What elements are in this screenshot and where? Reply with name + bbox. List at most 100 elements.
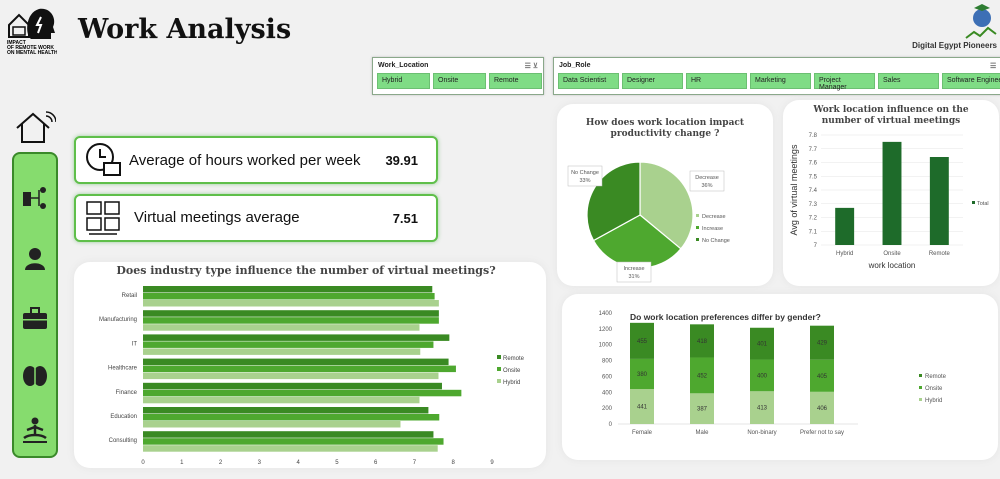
chart-title: Work location influence on the xyxy=(812,105,969,115)
data-label: 380 xyxy=(637,372,648,378)
bar-hybrid xyxy=(690,393,714,424)
page-title: Work Analysis xyxy=(78,14,292,45)
multi-select-icon[interactable]: ☰ ⊻ xyxy=(524,63,538,70)
x-axis-label: work location xyxy=(868,261,916,270)
y-tick-label: Education xyxy=(110,414,137,420)
y-tick-label: IT xyxy=(132,341,138,347)
y-tick-label: 7.5 xyxy=(809,174,818,180)
y-tick-label: 200 xyxy=(602,406,613,412)
slicer-item-designer[interactable]: Designer xyxy=(622,73,683,89)
bar-onsite xyxy=(690,357,714,394)
y-tick-label: Finance xyxy=(116,390,138,396)
data-label: 413 xyxy=(757,406,768,412)
x-tick-label: Female xyxy=(632,430,653,436)
slicer-item-marketing[interactable]: Marketing xyxy=(750,73,811,89)
legend-label: Onsite xyxy=(503,368,521,374)
chart-title: Do work location preferences differ by g… xyxy=(630,312,821,322)
clock-briefcase-icon xyxy=(86,143,121,176)
bar-hybrid xyxy=(143,372,439,380)
legend-swatch xyxy=(972,201,975,204)
legend-swatch xyxy=(497,367,501,371)
job-role-slicer: Job_Role ☰ Data Scientist Designer HR Ma… xyxy=(553,57,1000,95)
legend-swatch xyxy=(919,398,922,401)
slicer-item-hybrid[interactable]: Hybrid xyxy=(377,73,430,89)
bar-remote xyxy=(143,286,433,293)
x-tick-label: Prefer not to say xyxy=(800,430,844,436)
slicer-item-software-engineer[interactable]: Software Engineer xyxy=(942,73,1000,89)
y-tick-label: 7.4 xyxy=(809,188,818,194)
data-label: Decrease xyxy=(695,175,719,181)
chart-title: Does industry type influence the number … xyxy=(116,264,495,277)
home-icon[interactable] xyxy=(14,110,56,146)
data-label: Increase xyxy=(623,266,644,272)
industry-meetings-chart: Does industry type influence the number … xyxy=(99,264,525,466)
video-meeting-icon xyxy=(86,201,120,235)
briefcase-icon[interactable] xyxy=(21,304,49,332)
sidebar xyxy=(12,152,58,458)
data-label-box xyxy=(567,165,603,187)
data-label: 452 xyxy=(697,373,708,379)
legend-label: Onsite xyxy=(925,386,943,392)
data-label: No Change xyxy=(571,170,599,176)
bar-onsite xyxy=(143,438,444,445)
bar-remote xyxy=(810,325,834,360)
y-tick-label: 400 xyxy=(602,390,613,396)
data-label: 429 xyxy=(817,341,828,347)
bar-remote xyxy=(143,358,449,366)
person-icon[interactable] xyxy=(21,244,49,272)
data-label: 455 xyxy=(637,339,648,345)
y-tick-label: Retail xyxy=(122,293,137,299)
bar-hybrid xyxy=(143,348,421,355)
legend-swatch xyxy=(919,374,922,377)
chart-title: How does work location impact xyxy=(586,118,745,128)
digital-egypt-logo xyxy=(965,4,997,39)
gender-location-chart: Do work location preferences differ by g… xyxy=(599,311,947,436)
bar xyxy=(929,157,949,245)
slicer-item-onsite[interactable]: Onsite xyxy=(433,73,486,89)
x-tick-label: Male xyxy=(695,430,709,436)
legend-label: Hybrid xyxy=(925,398,942,404)
x-tick-label: 4 xyxy=(296,460,300,466)
svg-text:IMPACT: IMPACT xyxy=(7,40,26,46)
network-icon[interactable] xyxy=(21,184,49,212)
y-tick-label: 600 xyxy=(602,374,613,380)
slicer-item-hr[interactable]: HR xyxy=(686,73,747,89)
brain-icon[interactable] xyxy=(21,362,49,390)
bar-onsite xyxy=(143,365,456,373)
legend-swatch xyxy=(696,226,699,229)
slicer-item-project-manager[interactable]: Project Manager xyxy=(814,73,875,91)
data-label-box xyxy=(689,170,725,192)
y-tick-label: 7 xyxy=(814,243,818,249)
x-tick-label: 1 xyxy=(180,460,184,466)
bar-remote xyxy=(143,382,442,390)
y-tick-label: 1000 xyxy=(599,343,613,349)
bar-hybrid xyxy=(750,391,774,424)
slicer-item-sales[interactable]: Sales xyxy=(878,73,939,89)
data-label: 405 xyxy=(817,374,828,380)
bar xyxy=(835,207,855,245)
bar-remote xyxy=(630,322,654,359)
y-tick-label: 7.1 xyxy=(809,229,818,235)
impact-remote-work-logo: IMPACT OF REMOTE WORK ON MENTAL HEALTH xyxy=(7,8,57,55)
bar-hybrid xyxy=(143,396,420,404)
x-tick-label: 8 xyxy=(452,460,456,466)
data-label: 36% xyxy=(701,183,712,189)
data-label: 401 xyxy=(757,342,768,348)
y-tick-label: 1400 xyxy=(599,311,613,317)
bar-onsite xyxy=(143,341,434,348)
meditation-icon[interactable] xyxy=(21,416,49,444)
bar-remote xyxy=(143,407,429,414)
data-label: 418 xyxy=(697,339,708,345)
x-tick-label: 7 xyxy=(413,460,417,466)
x-tick-label: Non-binary xyxy=(747,430,776,436)
x-tick-label: Onsite xyxy=(883,251,901,257)
legend-label: Increase xyxy=(702,226,723,232)
slicer-item-data-scientist[interactable]: Data Scientist xyxy=(558,73,619,89)
y-tick-label: 7.6 xyxy=(809,161,818,167)
multi-select-icon[interactable]: ☰ xyxy=(990,63,997,70)
data-label: 31% xyxy=(628,274,639,280)
slicer-title: Job_Role xyxy=(559,62,591,69)
slicer-item-remote[interactable]: Remote xyxy=(489,73,542,89)
legend-swatch xyxy=(696,214,699,217)
